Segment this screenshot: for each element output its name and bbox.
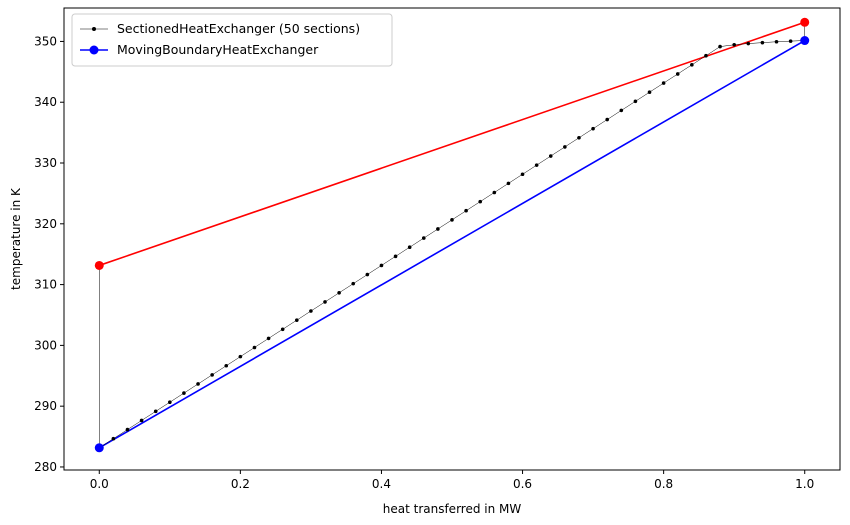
sectioned-cold-point [746, 41, 751, 46]
x-tick-label: 1.0 [795, 477, 814, 491]
y-axis-title: temperature in K [9, 187, 23, 290]
sectioned-cold-point [577, 135, 581, 140]
y-tick-label: 350 [34, 34, 57, 48]
sectioned-cold-point [760, 40, 765, 45]
sectioned-cold-point [111, 436, 116, 441]
moving-boundary-cold-point [94, 443, 104, 453]
y-tick-label: 280 [34, 460, 57, 474]
sectioned-cold-point [393, 254, 398, 259]
sectioned-cold-point [534, 163, 539, 167]
sectioned-cold-point [450, 218, 454, 222]
sectioned-cold-point [210, 373, 214, 377]
sectioned-cold-point [492, 190, 497, 195]
sectioned-cold-point [309, 309, 313, 313]
sectioned-cold-point [139, 418, 144, 423]
legend-label-sectioned: SectionedHeatExchanger (50 sections) [117, 21, 360, 36]
moving-boundary-hot-line [99, 21, 805, 267]
sectioned-cold-point [661, 81, 666, 85]
sectioned-cold-point [774, 39, 779, 44]
legend: SectionedHeatExchanger (50 sections) Mov… [71, 13, 393, 67]
sectioned-cold-point [182, 391, 186, 395]
sectioned-cold-point [379, 263, 384, 268]
axes-frame [63, 7, 841, 471]
x-tick-label: 0.8 [654, 477, 673, 491]
legend-marker-moving-boundary [89, 45, 99, 55]
sectioned-cold-point [224, 363, 229, 368]
y-tick-label: 290 [34, 399, 57, 413]
sectioned-cold-point [732, 42, 736, 47]
sectioned-cold-point [675, 72, 680, 76]
moving-boundary-hot-point [800, 17, 810, 27]
y-tick-label: 330 [34, 156, 57, 170]
sectioned-cold-point [619, 108, 624, 113]
sectioned-cold-point [591, 126, 595, 131]
y-tick-label: 310 [34, 278, 57, 292]
sectioned-cold-point [365, 272, 370, 277]
sectioned-cold-point [153, 409, 158, 414]
sectioned-cold-point [690, 63, 694, 67]
sectioned-cold-point [196, 382, 200, 386]
sectioned-cold-point [125, 427, 130, 432]
sectioned-cold-point [647, 90, 652, 94]
sectioned-cold-point [323, 300, 327, 304]
sectioned-cold-point [704, 53, 708, 58]
legend-label-moving-boundary: MovingBoundaryHeatExchanger [117, 42, 319, 57]
x-axis-title: heat transferred in MW [383, 502, 522, 516]
sectioned-cold-point [563, 145, 567, 149]
sectioned-cold-point [280, 327, 285, 332]
sectioned-cold-point [788, 39, 793, 43]
x-tick-label: 0.0 [90, 477, 109, 491]
y-tick-label: 340 [34, 95, 57, 109]
x-tick-label: 0.2 [231, 477, 250, 491]
y-tick-label: 300 [34, 338, 57, 352]
sectioned-cold-point [436, 227, 440, 231]
sectioned-cold-point [295, 318, 299, 322]
sectioned-cold-point [252, 345, 257, 350]
legend-marker-sectioned [92, 27, 96, 31]
moving-boundary-hot-point [94, 260, 104, 270]
sectioned-cold-point [351, 281, 356, 286]
sectioned-cold-point [506, 181, 511, 186]
sectioned-cold-point [238, 354, 243, 359]
sectioned-cold-point [266, 336, 271, 341]
legend-frame [71, 13, 393, 67]
sectioned-cold-point [464, 208, 468, 213]
sectioned-cold-point [421, 236, 426, 240]
sectioned-cold-point [548, 154, 553, 158]
plot-area [94, 17, 810, 453]
sectioned-cold-point [337, 290, 341, 295]
sectioned-cold-point [478, 199, 483, 204]
y-tick-label: 320 [34, 217, 57, 231]
sectioned-cold-point [718, 44, 722, 49]
sectioned-cold-point [605, 117, 609, 122]
moving-boundary-cold-point [800, 36, 810, 46]
moving-boundary-cold-line [98, 39, 806, 449]
sectioned-cold-point [633, 99, 638, 104]
axes: 0.0 0.2 0.4 0.6 0.8 1.0 280 290 300 310 320 330 340 3… [34, 7, 841, 491]
sectioned-cold-point [168, 400, 172, 405]
sectioned-cold-point [407, 245, 412, 250]
sectioned-cold-point [520, 172, 525, 177]
x-tick-label: 0.4 [372, 477, 391, 491]
x-tick-label: 0.6 [513, 477, 532, 491]
